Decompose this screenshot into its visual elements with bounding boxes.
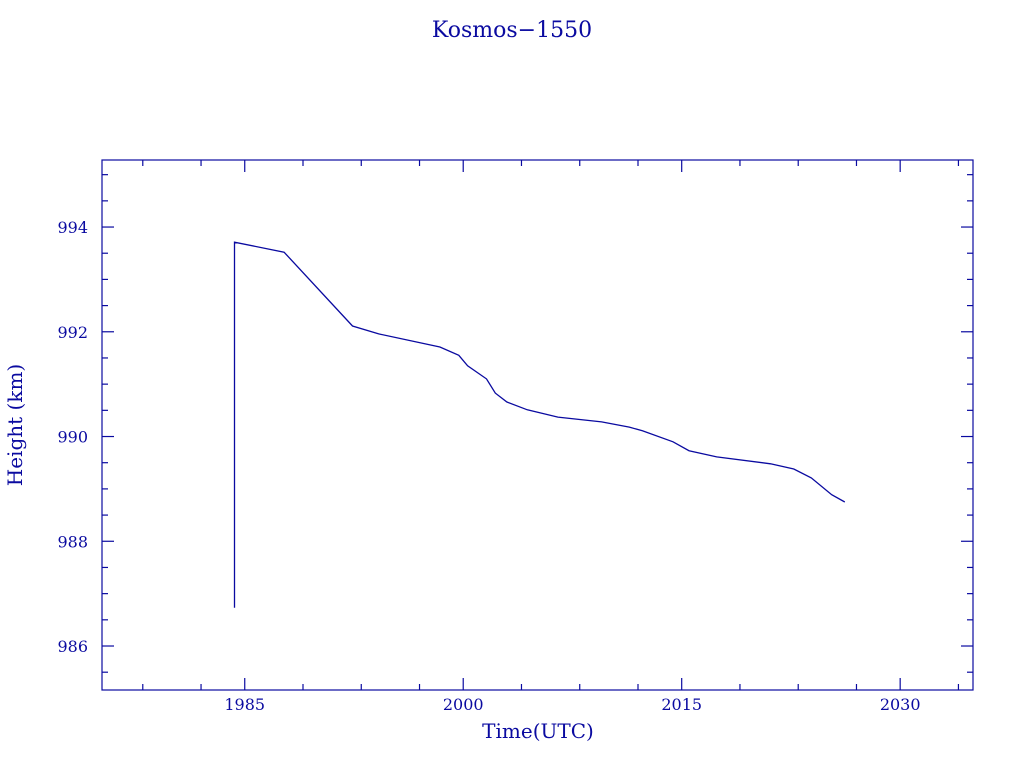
y-tick-label: 986: [57, 637, 88, 656]
x-tick-label: 2000: [443, 695, 484, 714]
x-axis-label: Time(UTC): [482, 719, 594, 743]
x-tick-label: 2015: [661, 695, 702, 714]
chart-title: Kosmos−1550: [432, 18, 592, 43]
x-tick-label: 1985: [224, 695, 265, 714]
y-tick-label: 992: [57, 323, 88, 342]
y-axis-label: Height (km): [3, 364, 27, 486]
y-tick-label: 988: [57, 532, 88, 551]
x-tick-label: 2030: [880, 695, 921, 714]
series-line-height: [233, 241, 846, 608]
y-tick-label: 994: [57, 218, 88, 237]
axis-ticks: [102, 160, 973, 690]
plot-frame: [101, 159, 974, 691]
y-tick-labels: 986 988 990 992 994: [57, 218, 88, 656]
x-tick-labels: 1985 2000 2015 2030: [224, 695, 920, 714]
y-tick-label: 990: [57, 428, 88, 447]
